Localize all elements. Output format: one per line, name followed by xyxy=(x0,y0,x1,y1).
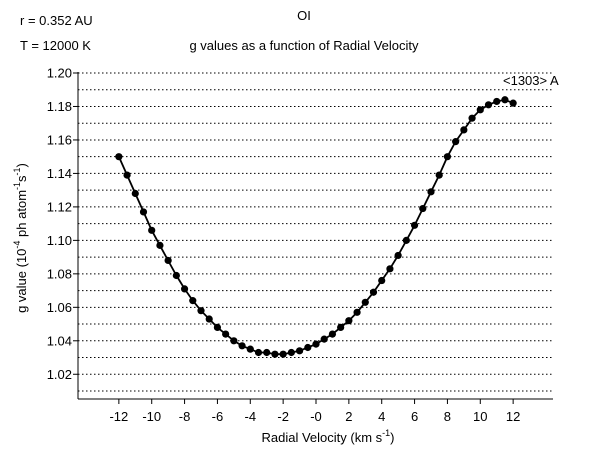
data-point-41 xyxy=(452,138,460,146)
data-point-44 xyxy=(476,106,484,114)
data-point-42 xyxy=(460,126,468,134)
x-tick-label-7: 2 xyxy=(345,409,352,424)
data-point-1 xyxy=(123,171,131,179)
data-point-18 xyxy=(263,348,271,357)
data-point-39 xyxy=(435,171,443,179)
x-tick-label-1: -10 xyxy=(142,409,161,424)
y-axis-label: g value (10-4 ph atom-1s-1) xyxy=(12,163,29,313)
data-point-31 xyxy=(369,288,378,296)
x-tick-label-5: -2 xyxy=(277,409,289,424)
x-tick-label-2: -8 xyxy=(179,409,191,424)
x-axis-label-sup: -1 xyxy=(382,428,390,438)
y-tick-label-2: 1.06 xyxy=(47,300,72,315)
x-axis-label: Radial Velocity (km s-1) xyxy=(261,428,394,445)
x-tick-label-6: -0 xyxy=(310,409,322,424)
data-point-33 xyxy=(386,265,394,273)
data-point-14 xyxy=(230,337,238,345)
data-point-36 xyxy=(410,221,419,229)
data-point-30 xyxy=(361,298,369,306)
x-tick-label-4: -4 xyxy=(245,409,257,424)
y-tick-label-7: 1.16 xyxy=(47,132,72,147)
y-tick-label-5: 1.12 xyxy=(47,199,72,214)
data-point-26 xyxy=(328,330,337,338)
data-point-46 xyxy=(493,97,501,106)
data-point-47 xyxy=(501,96,509,104)
data-point-13 xyxy=(222,330,230,338)
y-axis-label-sup2: -1 xyxy=(12,182,22,190)
data-point-35 xyxy=(402,236,410,244)
data-point-37 xyxy=(419,204,427,213)
y-axis-label-sup3: -1 xyxy=(12,167,22,175)
y-tick-label-0: 1.02 xyxy=(47,367,72,382)
y-tick-label-6: 1.14 xyxy=(47,166,72,181)
data-point-43 xyxy=(468,114,476,122)
chart-subtitle: g values as a function of Radial Velocit… xyxy=(189,38,419,53)
x-tick-label-0: -12 xyxy=(109,409,128,424)
y-axis-label-c: s xyxy=(14,175,29,182)
data-point-10 xyxy=(197,307,205,315)
param-radius-text: r = 0.352 AU xyxy=(20,13,93,28)
y-ticks: 1.02 1.04 1.06 1.08 1.10 1.12 1.14 1.16 1.18 1.20 xyxy=(47,66,78,382)
data-point-45 xyxy=(484,101,493,109)
data-point-7 xyxy=(172,271,180,280)
x-tick-label-3: -6 xyxy=(212,409,224,424)
data-point-20 xyxy=(279,350,287,358)
x-tick-label-9: 6 xyxy=(411,409,418,424)
y-tick-label-9: 1.20 xyxy=(47,66,72,81)
data-point-2 xyxy=(131,189,139,198)
data-point-27 xyxy=(337,323,345,331)
data-point-24 xyxy=(312,340,320,348)
y-axis-label-d: ) xyxy=(14,163,29,167)
series-g-values xyxy=(115,96,517,358)
data-point-19 xyxy=(271,350,279,358)
data-point-4 xyxy=(148,226,156,234)
data-point-40 xyxy=(443,153,452,161)
y-tick-label-1: 1.04 xyxy=(47,333,72,348)
data-point-6 xyxy=(164,256,172,265)
x-tick-label-8: 4 xyxy=(378,409,385,424)
data-point-48 xyxy=(509,99,517,107)
data-point-25 xyxy=(320,335,328,343)
data-point-3 xyxy=(139,208,148,216)
data-point-22 xyxy=(295,347,304,355)
wavelength-annotation: <1303> A xyxy=(503,73,559,88)
x-tick-label-10: 8 xyxy=(444,409,451,424)
y-axis-label-b: ph atom xyxy=(14,190,29,241)
data-point-21 xyxy=(287,348,295,357)
y-tick-label-3: 1.08 xyxy=(47,266,72,281)
data-point-9 xyxy=(189,297,197,305)
data-point-5 xyxy=(156,241,164,249)
data-point-12 xyxy=(213,323,222,331)
data-point-16 xyxy=(246,345,254,353)
data-point-8 xyxy=(180,285,189,293)
x-tick-label-11: 10 xyxy=(473,409,487,424)
series-line-0 xyxy=(118,98,514,356)
chart-title: OI xyxy=(297,8,311,23)
x-axis-label-main: Radial Velocity (km s xyxy=(261,430,382,445)
x-axis-label-close: ) xyxy=(390,430,394,445)
param-temperature-text: T = 12000 K xyxy=(20,38,91,53)
y-axis-label-a: g value (10 xyxy=(14,249,29,313)
data-point-17 xyxy=(254,348,263,357)
data-point-11 xyxy=(205,315,213,323)
y-axis-label-sup1: -4 xyxy=(12,241,22,249)
x-ticks: -12 -10 -8 -6 -4 -2 -0 2 4 6 8 10 12 xyxy=(109,399,520,424)
data-point-23 xyxy=(304,343,312,352)
data-point-32 xyxy=(378,276,386,285)
data-point-0 xyxy=(115,153,123,161)
data-point-34 xyxy=(394,251,402,260)
data-point-38 xyxy=(427,188,435,196)
data-point-28 xyxy=(345,317,353,325)
y-tick-label-4: 1.10 xyxy=(47,233,72,248)
x-tick-label-12: 12 xyxy=(506,409,520,424)
data-point-15 xyxy=(238,342,246,350)
data-point-29 xyxy=(353,308,361,316)
y-tick-label-8: 1.18 xyxy=(47,99,72,114)
axes xyxy=(77,72,553,400)
